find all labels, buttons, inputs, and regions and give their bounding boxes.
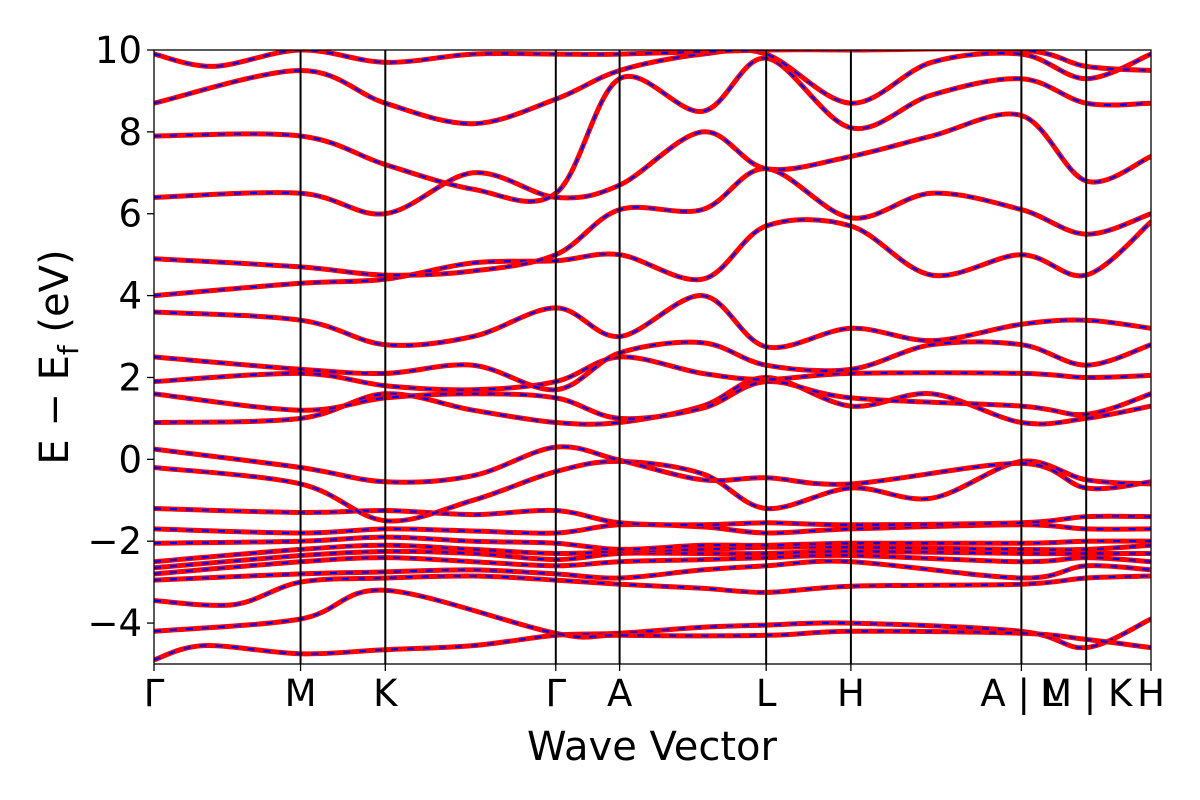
y-tick-label-1: −2	[87, 520, 142, 563]
high-symmetry-lines	[299, 50, 1088, 664]
band-line-dashed-16	[154, 294, 1151, 349]
band-line-dashed-21	[154, 50, 1151, 125]
y-tick-label-6: 8	[118, 111, 142, 154]
band-line-dashed-22	[154, 50, 1151, 72]
y-tick-label-0: −4	[87, 602, 142, 645]
band-line-dashed-2	[154, 574, 1151, 607]
band-line-dashed-20	[154, 57, 1151, 203]
x-axis-title: Wave Vector	[527, 724, 778, 770]
band-line-solid-17	[154, 217, 1151, 299]
y-tick-label-5: 6	[118, 193, 142, 236]
y-axis-title: E − Ef (eV)	[32, 249, 85, 464]
x-tick-label-8: M | K	[1040, 672, 1134, 715]
y-axis-title-main: E − E	[32, 355, 78, 465]
x-tick-label-0: Γ	[144, 672, 165, 715]
x-tick-label-2: K	[373, 672, 399, 715]
plot-frame	[153, 49, 1152, 665]
y-axis-title-unit: (eV)	[32, 249, 78, 345]
x-tick-label-4: A	[607, 672, 632, 715]
band-line-solid-18	[154, 166, 1151, 278]
x-tick-label-1: M	[285, 672, 317, 715]
y-tick-label-3: 2	[118, 356, 142, 399]
x-tick-label-3: Γ	[545, 672, 566, 715]
x-tick-label-7: A | L	[980, 672, 1062, 715]
band-line-dashed-1	[154, 589, 1151, 649]
y-tick-label-2: 0	[118, 438, 142, 481]
y-axis-ticks: −4 −2 0 2 4 6 8 10	[87, 29, 154, 645]
y-tick-label-4: 4	[118, 275, 142, 318]
band-line-dashed-19	[154, 112, 1151, 216]
y-tick-label-7: 10	[95, 29, 142, 72]
band-line-dashed-15	[154, 340, 1151, 391]
x-tick-label-5: L	[756, 672, 777, 715]
x-tick-label-9: H	[1137, 672, 1165, 715]
x-tick-label-6: H	[837, 672, 865, 715]
y-axis-title-subscript: f	[52, 344, 85, 355]
